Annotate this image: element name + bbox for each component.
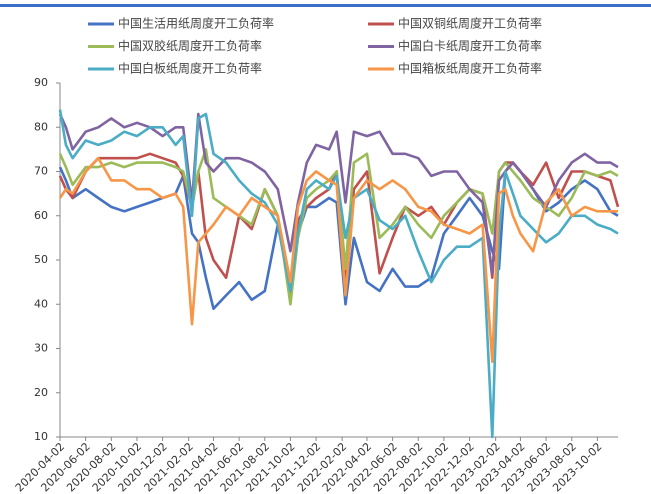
y-tick-label: 80	[34, 120, 48, 133]
y-tick-label: 60	[34, 209, 48, 222]
legend-label: 中国生活用纸周度开工负荷率	[118, 16, 274, 31]
series-line	[58, 112, 619, 275]
top-border	[0, 4, 651, 7]
legend-label: 中国白板纸周度开工负荷率	[118, 61, 262, 76]
series-line	[58, 148, 619, 306]
legend-label: 中国双胶纸周度开工负荷率	[118, 38, 262, 53]
y-tick-label: 30	[34, 342, 48, 355]
y-tick-label: 10	[34, 430, 48, 443]
legend-label: 中国白卡纸周度开工负荷率	[398, 38, 542, 53]
y-tick-label: 90	[34, 76, 48, 89]
y-tick-label: 20	[34, 386, 48, 399]
series-line	[58, 156, 618, 364]
y-tick-label: 40	[34, 297, 48, 310]
legend-label: 中国箱板纸周度开工负荷率	[398, 61, 542, 76]
y-tick-label: 70	[34, 165, 48, 178]
y-tick-label: 50	[34, 253, 48, 266]
legend-label: 中国双铜纸周度开工负荷率	[398, 16, 542, 31]
